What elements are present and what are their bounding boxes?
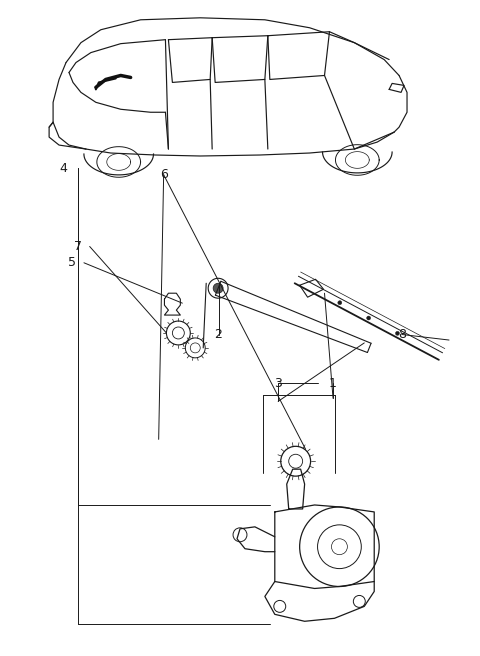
Text: 6: 6 [160, 168, 168, 181]
Text: 1: 1 [329, 377, 337, 390]
Text: 8: 8 [398, 328, 406, 341]
Text: 2: 2 [215, 328, 222, 341]
Text: 3: 3 [274, 377, 282, 390]
Circle shape [338, 300, 342, 304]
Text: 5: 5 [68, 256, 76, 269]
Circle shape [213, 283, 223, 293]
Circle shape [367, 316, 371, 320]
Circle shape [396, 331, 399, 335]
Text: 4: 4 [60, 162, 67, 174]
Text: 7: 7 [74, 240, 82, 253]
